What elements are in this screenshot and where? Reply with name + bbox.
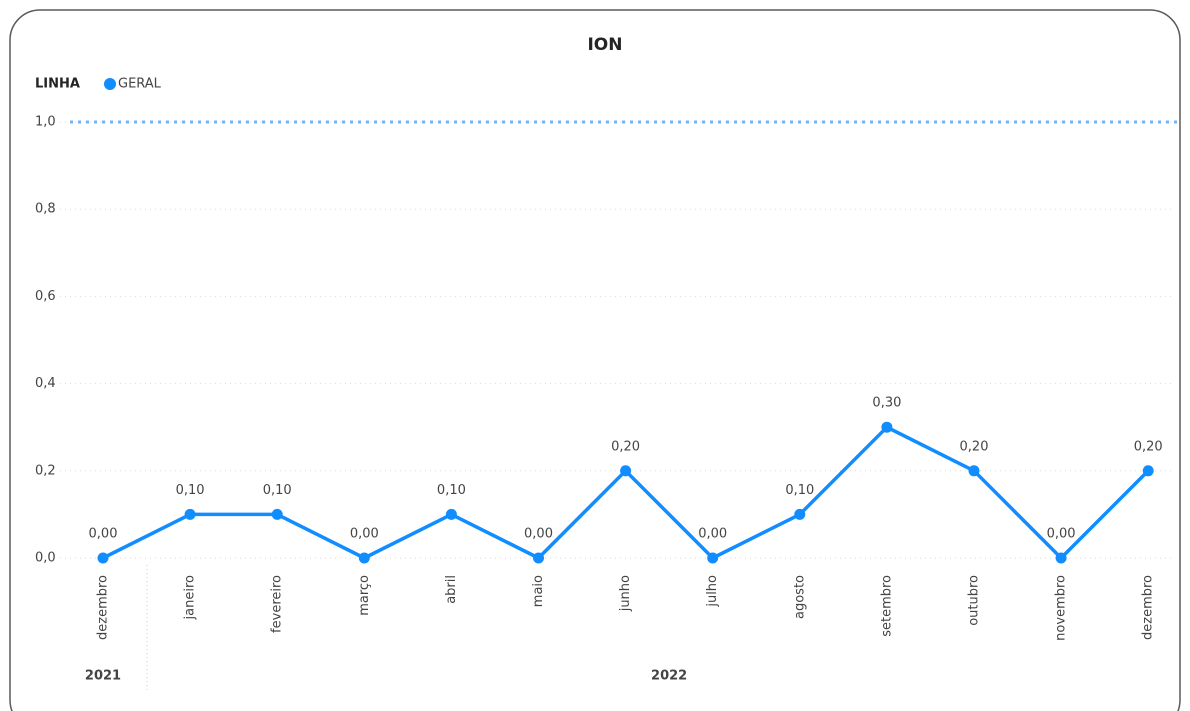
data-label: 0,20 [1134, 439, 1163, 454]
data-label: 0,10 [176, 483, 205, 498]
y-tick-label: 0,6 [35, 289, 56, 304]
legend-marker [104, 78, 116, 90]
data-label: 0,00 [89, 527, 118, 542]
x-group-label: 2021 [85, 669, 121, 684]
y-tick-label: 0,0 [35, 551, 56, 566]
card-border [9, 9, 1181, 711]
data-label: 0,10 [785, 483, 814, 498]
x-tick-label: dezembro [1141, 575, 1156, 640]
legend-title: LINHA [35, 77, 80, 92]
data-label: 0,20 [611, 439, 640, 454]
data-label: 0,30 [872, 396, 901, 411]
x-tick-label: junho [618, 575, 633, 612]
x-tick-label: novembro [1054, 575, 1069, 641]
data-point [184, 508, 196, 520]
data-label: 0,00 [698, 527, 727, 542]
x-tick-label: abril [444, 575, 459, 604]
legend-label: GERAL [118, 77, 162, 92]
data-label: 0,10 [263, 483, 292, 498]
chart-title: ION [587, 35, 622, 55]
data-point [968, 465, 980, 477]
data-label: 0,00 [350, 527, 379, 542]
data-point [271, 508, 283, 520]
data-point [97, 552, 109, 564]
x-tick-label: maio [531, 575, 546, 607]
x-tick-label: dezembro [96, 575, 111, 640]
x-group-label: 2022 [651, 669, 687, 684]
y-tick-label: 0,4 [35, 376, 56, 391]
x-tick-label: janeiro [183, 575, 198, 620]
x-tick-label: fevereiro [270, 575, 285, 633]
data-label: 0,00 [524, 527, 553, 542]
data-point [881, 421, 893, 433]
data-label: 0,20 [960, 439, 989, 454]
x-tick-label: outubro [967, 575, 982, 626]
data-label: 0,00 [1047, 527, 1076, 542]
x-tick-label: julho [705, 575, 720, 608]
data-point [1142, 465, 1154, 477]
data-point [1055, 552, 1067, 564]
y-tick-label: 0,8 [35, 202, 56, 217]
y-tick-label: 1,0 [35, 115, 56, 130]
data-point [794, 508, 806, 520]
data-point [707, 552, 719, 564]
data-point [445, 508, 457, 520]
x-tick-label: setembro [879, 575, 894, 637]
data-point [620, 465, 632, 477]
x-tick-label: março [357, 575, 372, 616]
x-tick-label: agosto [792, 575, 807, 619]
data-point [358, 552, 370, 564]
data-label: 0,10 [437, 483, 466, 498]
y-tick-label: 0,2 [35, 463, 56, 478]
data-point [533, 552, 544, 564]
